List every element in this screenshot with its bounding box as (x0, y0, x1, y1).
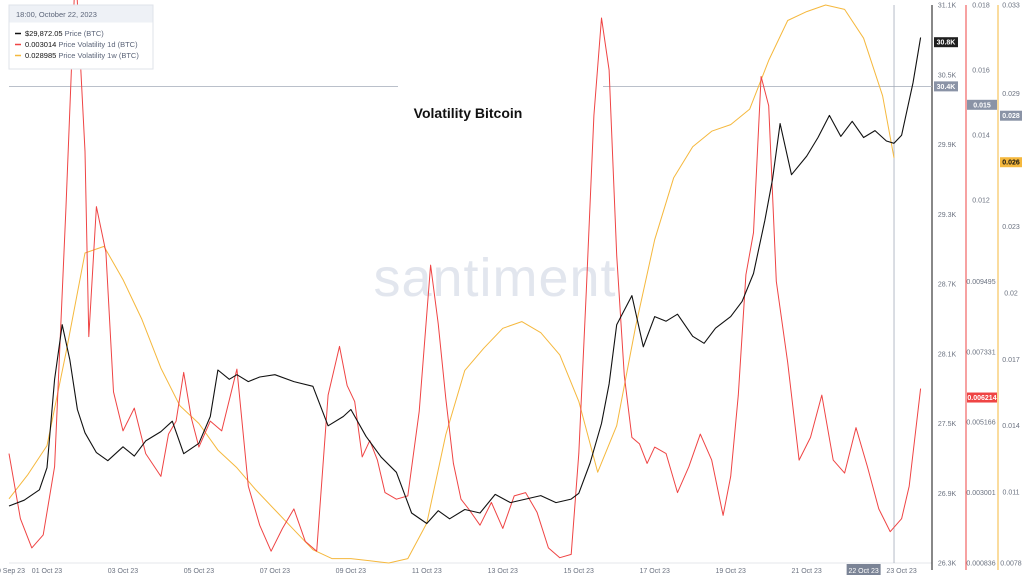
volatility-1w-axis-tick-label: 0.029 (1002, 91, 1020, 98)
crosshair (9, 5, 932, 563)
title-backdrop (398, 100, 538, 126)
series-line-price-volatility-1d-btc (8, 0, 922, 559)
volatility-1d-axis-tick-label: 0.000836 (966, 561, 995, 568)
volatility-1w-axis-tick-label: 0.011 (1003, 490, 1020, 497)
price-axis-tick-label: 26.3K (938, 561, 957, 568)
x-tick-label: 23 Oct 23 (886, 568, 916, 575)
tooltip-date: 18:00, October 22, 2023 (16, 10, 97, 19)
price-axis-tick-label: 30.5K (938, 72, 957, 79)
series-layer (8, 0, 922, 564)
volatility-1d-axis-tick-label: 0.018 (972, 3, 990, 10)
volatility-1w-axis-tick-label: 0.023 (1002, 224, 1020, 231)
x-tick-label: 07 Oct 23 (260, 568, 290, 575)
volatility-1d-axis-tick-label: 0.005166 (966, 420, 995, 427)
x-tick-label: 13 Oct 23 (488, 568, 518, 575)
volatility-1d-axis-tick-label: 0.009495 (966, 279, 995, 286)
volatility-1d-axis-tick-label: 0.016 (972, 68, 990, 75)
volatility-1w-axis-tag-bg (1000, 157, 1022, 168)
tooltip-entry-value: 0.003014 (25, 40, 56, 49)
price-axis-tick-label: 29.3K (938, 212, 957, 219)
price-axis-tag-bg (934, 37, 958, 48)
tooltip-entry-label: Price (BTC) (63, 29, 105, 38)
tooltip-entry-label: Price Volatility 1d (BTC) (56, 40, 138, 49)
tooltip-entry-text: 0.003014 Price Volatility 1d (BTC) (25, 40, 138, 49)
x-tick-label: 19 Oct 23 (716, 568, 746, 575)
volatility-1d-axis-tick-label: 0.007331 (966, 349, 995, 356)
series-line-price-volatility-1w-btc (8, 4, 895, 564)
volatility-1w-axis-tick-label: 0.014 (1002, 423, 1020, 430)
tooltip-entry-text: 0.028985 Price Volatility 1w (BTC) (25, 51, 139, 60)
x-tick-label: 03 Oct 23 (108, 568, 138, 575)
tooltip-entries: $29,872.05 Price (BTC) 0.003014 Price Vol… (15, 29, 139, 60)
price-axis-tag-label: 30.8K (937, 40, 956, 47)
price-axis-tick-label: 28.7K (938, 282, 957, 289)
price-axis-tag-bg (934, 81, 958, 92)
tooltip: 18:00, October 22, 2023 $29,872.05 Price… (8, 4, 154, 70)
tooltip-entry-label: Price Volatility 1w (BTC) (56, 51, 139, 60)
volatility-1w-axis-tick-label: 0.033 (1002, 3, 1020, 10)
x-tick-label: 01 Oct 23 (32, 568, 62, 575)
price-axis-tick-label: 29.9K (938, 142, 957, 149)
price-axis-tick-label: 27.5K (938, 421, 957, 428)
axes-frame (9, 5, 999, 570)
chart-title: Volatility Bitcoin (414, 105, 523, 121)
price-axis-tick-label: 26.9K (938, 491, 957, 498)
x-tick-label: 30 Sep 23 (0, 568, 25, 575)
price-axis-tick-label: 31.1K (938, 3, 957, 10)
volatility-1d-axis: 0.018 0.016 0.014 0.012 0.009495 0.007331 0.00… (966, 3, 995, 568)
tooltip-header-bg (9, 5, 153, 23)
x-tick-label: 09 Oct 23 (336, 568, 366, 575)
tooltip-entry-value: 0.028985 (25, 51, 56, 60)
x-tick-label: 21 Oct 23 (791, 568, 821, 575)
x-tick-highlight (846, 564, 881, 575)
x-tick-label: 15 Oct 23 (564, 568, 594, 575)
volatility-1w-axis: 0.033 0.029 0.026 0.023 0.02 0.017 0.014 0.011 0… (1000, 3, 1022, 568)
volatility-1w-axis-tag-bg (1000, 110, 1022, 121)
x-tick-label: 11 Oct 23 (412, 568, 442, 575)
volatility-1w-axis-tick-label: 0.017 (1002, 357, 1020, 364)
volatility-1d-axis-tag-bg (967, 99, 997, 110)
series-line-price-btc (8, 37, 922, 525)
volatility-1w-axis-tick-label: 0.0078 (1000, 561, 1022, 568)
tooltip-entry-value: $29,872.05 (25, 29, 63, 38)
price-axis-tag-label: 30.4K (937, 84, 956, 91)
volatility-1d-axis-tick-label: 0.012 (972, 198, 990, 205)
axis-value-tags: 30.8K 30.4K 0.015 0.006214 0.028 0.026 (934, 37, 1022, 403)
volatility-1d-axis-tag-label: 0.015 (973, 102, 991, 109)
tooltip-entry-text: $29,872.05 Price (BTC) (25, 29, 104, 38)
price-axis-tick-label: 28.1K (938, 351, 957, 358)
price-axis: 31.1K 30.5K 29.9K 29.3K 28.7K 28.1K 27.5K 26.9K… (938, 3, 957, 568)
x-axis: 30 Sep 23 01 Oct 23 03 Oct 23 05 Oct 23 07 O… (0, 564, 917, 575)
volatility-1d-axis-tick-label: 0.003001 (966, 490, 995, 497)
x-tick-label: 17 Oct 23 (640, 568, 670, 575)
volatility-1d-axis-tag-label: 0.006214 (967, 395, 996, 402)
volatility-1w-axis-tag-label: 0.026 (1002, 160, 1020, 167)
x-tick-label: 05 Oct 23 (184, 568, 214, 575)
volatility-1d-axis-tag-bg (967, 392, 997, 403)
x-tick-label: 22 Oct 23 (848, 568, 878, 575)
volatility-1d-axis-tick-label: 0.014 (972, 133, 990, 140)
volatility-1w-axis-tick-label: 0.02 (1004, 290, 1018, 297)
volatility-1w-axis-tag-label: 0.028 (1002, 113, 1020, 120)
watermark: santiment (373, 248, 616, 308)
